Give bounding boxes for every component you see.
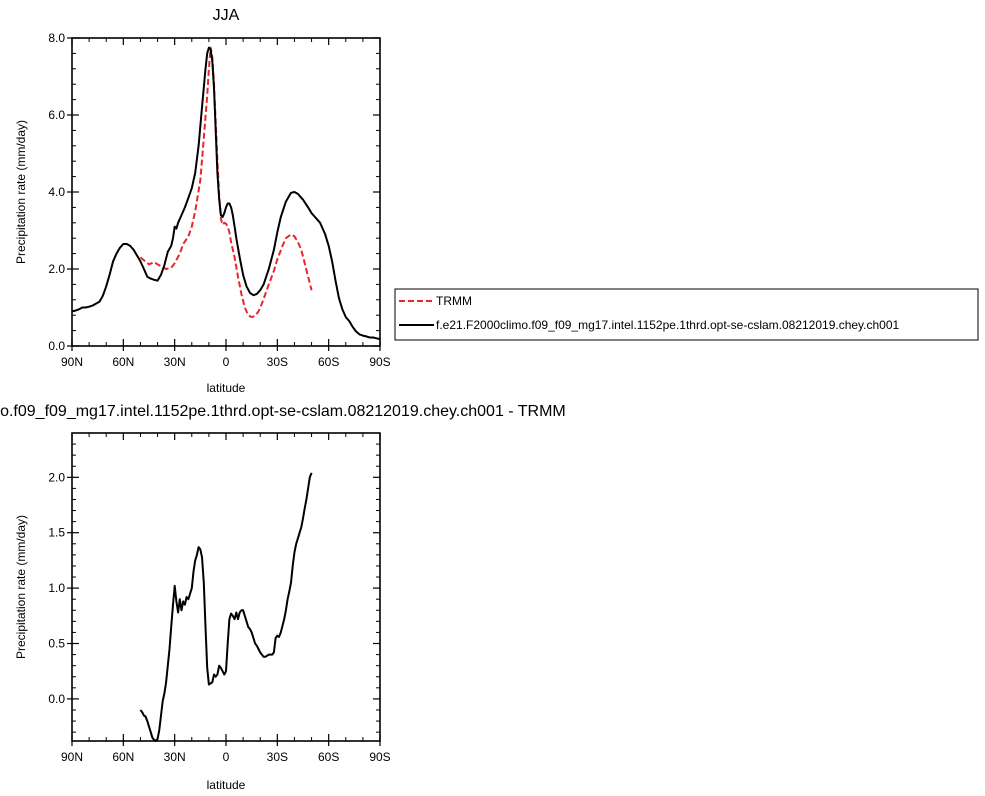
bottom-panel-difference: f.e21.F2000climo.f09_f09_mg17.intel.1152…: [0, 403, 566, 792]
chart-legend: TRMM f.e21.F2000climo.f09_f09_mg17.intel…: [394, 288, 979, 341]
top-series-lines: [71, 46, 381, 341]
x-tick-label: 90S: [369, 750, 390, 764]
plot-frame-bottom: [71, 432, 381, 742]
legend-box: [394, 288, 979, 341]
x-tick-label: 30N: [164, 355, 186, 369]
top-series-line-0: [139, 46, 313, 319]
y-axis-label-top: Precipitation rate (mm/day): [14, 120, 28, 264]
y-tick-label: 2.0: [48, 262, 65, 276]
chart-title-jja: JJA: [213, 7, 240, 24]
x-tick-label: 90S: [369, 355, 390, 369]
bottom-series-line-0: [139, 472, 313, 742]
y-tick-label: 2.0: [48, 470, 65, 484]
x-tick-label: 60N: [112, 750, 134, 764]
y-tick-label: 1.5: [48, 526, 65, 540]
x-axis-label-bottom: latitude: [207, 778, 246, 792]
x-tick-label: 60S: [318, 355, 339, 369]
top-series-line-1: [71, 46, 381, 341]
plot-frame-top: [71, 37, 381, 347]
x-tick-label: 90N: [61, 750, 83, 764]
x-tick-label: 30S: [267, 355, 288, 369]
y-tick-label: 6.0: [48, 108, 65, 122]
chart-title-difference: f.e21.F2000climo.f09_f09_mg17.intel.1152…: [0, 403, 566, 420]
top-axis-ticks: 90N 60N 30N 0 30S 60S 90S 0.0 2.0 4.0 6.0 8.0: [48, 31, 390, 369]
x-axis-label-top: latitude: [207, 381, 246, 395]
y-tick-label: 0.0: [48, 692, 65, 706]
y-tick-label: 1.0: [48, 581, 65, 595]
y-axis-label-bottom: Precipitation rate (mm/day): [14, 515, 28, 659]
legend-label-trmm: TRMM: [436, 294, 472, 308]
x-tick-label: 60N: [112, 355, 134, 369]
bottom-axis-ticks: 90N 60N 30N 0 30S 60S 90S 0.0 0.5 1.0 1.5 2.0: [48, 432, 391, 764]
x-tick-label: 30S: [267, 750, 288, 764]
x-tick-label: 30N: [164, 750, 186, 764]
x-tick-label: 60S: [318, 750, 339, 764]
y-tick-label: 0.5: [48, 637, 65, 651]
top-panel-jja: JJA 90N 60N 30N 0 30S 60S 90S 0.0 2.0 4.0 6.0 8.0 l…: [14, 7, 391, 395]
x-tick-label: 0: [223, 355, 230, 369]
y-tick-label: 4.0: [48, 185, 65, 199]
legend-label-model: f.e21.F2000climo.f09_f09_mg17.intel.1152…: [436, 318, 900, 332]
y-tick-label: 0.0: [48, 339, 65, 353]
x-tick-label: 90N: [61, 355, 83, 369]
y-tick-label: 8.0: [48, 31, 65, 45]
x-tick-label: 0: [223, 750, 230, 764]
bottom-series-lines: [139, 472, 313, 742]
